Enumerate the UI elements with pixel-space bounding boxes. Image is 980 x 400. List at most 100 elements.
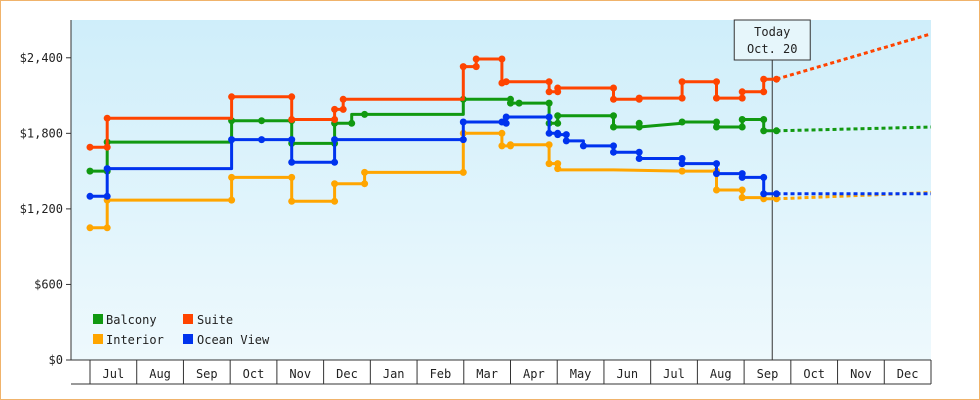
- month-label: Sep: [757, 367, 779, 381]
- data-point-balcony: [610, 112, 617, 120]
- data-point-suite: [339, 105, 347, 113]
- data-point-balcony: [507, 99, 514, 107]
- y-tick-label: $2,400: [20, 51, 63, 65]
- month-label: Mar: [476, 367, 498, 381]
- data-point-suite: [472, 55, 480, 63]
- legend-swatch-suite: [183, 314, 193, 324]
- data-point-ocean-view: [228, 136, 236, 144]
- data-point-suite: [738, 94, 746, 102]
- data-point-ocean-view: [713, 170, 720, 178]
- month-label: Oct: [803, 367, 825, 381]
- data-point-suite: [713, 94, 720, 102]
- data-point-balcony: [610, 123, 617, 131]
- data-point-ocean-view: [331, 136, 339, 144]
- data-point-balcony: [515, 99, 523, 107]
- data-point-ocean-view: [459, 136, 467, 144]
- forecast-line-suite: [776, 32, 932, 81]
- data-point-interior: [507, 141, 514, 149]
- data-point-interior: [331, 197, 339, 205]
- data-point-suite: [86, 143, 94, 151]
- data-point-balcony: [773, 127, 780, 135]
- data-point-interior: [738, 194, 746, 202]
- data-point-suite: [288, 116, 296, 123]
- data-point-suite: [760, 88, 768, 96]
- data-point-interior: [103, 224, 111, 232]
- data-point-interior: [554, 165, 562, 173]
- data-point-ocean-view: [545, 129, 553, 137]
- data-point-interior: [361, 168, 369, 176]
- data-point-ocean-view: [545, 113, 553, 121]
- data-point-ocean-view: [258, 136, 266, 144]
- data-point-ocean-view: [103, 165, 111, 173]
- data-point-interior: [288, 173, 296, 181]
- y-axis: $0 $600 $1,200 $1,800 $2,400: [20, 20, 72, 367]
- data-point-interior: [773, 195, 780, 203]
- data-point-balcony: [678, 118, 686, 126]
- data-point-interior: [288, 197, 296, 205]
- data-point-balcony: [738, 123, 746, 131]
- data-point-suite: [331, 116, 339, 123]
- data-point-interior: [678, 167, 686, 175]
- data-point-ocean-view: [738, 173, 746, 181]
- data-point-ocean-view: [760, 190, 768, 198]
- month-label: Jul: [663, 367, 685, 381]
- data-point-balcony: [760, 116, 768, 123]
- data-point-interior: [86, 224, 94, 232]
- legend-label-suite: Suite: [197, 313, 233, 327]
- month-label: Jun: [616, 367, 638, 381]
- data-point-suite: [472, 63, 480, 71]
- data-point-interior: [498, 142, 506, 150]
- month-label: Aug: [710, 367, 732, 381]
- data-point-balcony: [635, 119, 643, 127]
- month-label: Feb: [430, 367, 452, 381]
- data-point-suite: [545, 88, 553, 96]
- data-point-interior: [459, 168, 467, 176]
- today-date: Oct. 20: [747, 42, 798, 56]
- data-point-interior: [498, 129, 506, 137]
- data-point-interior: [713, 186, 720, 194]
- legend-label-interior: Interior: [106, 333, 164, 347]
- data-point-suite: [498, 55, 506, 63]
- data-point-balcony: [713, 118, 720, 126]
- month-label: Aug: [149, 367, 171, 381]
- data-point-suite: [554, 84, 562, 92]
- legend-swatch-balcony: [93, 314, 103, 324]
- legend: Balcony Suite Interior Ocean View: [93, 313, 270, 347]
- data-point-suite: [339, 95, 347, 103]
- data-point-ocean-view: [579, 142, 587, 150]
- data-point-interior: [228, 196, 236, 204]
- data-point-suite: [502, 78, 510, 86]
- forecast-line-balcony: [776, 125, 932, 133]
- x-axis: Jul Aug Sep Oct Nov Dec Jan Feb Mar Apr May Jun Jul A…: [71, 359, 932, 385]
- data-point-balcony: [361, 110, 369, 118]
- data-point-interior: [554, 160, 562, 168]
- today-callout-box: [733, 19, 811, 61]
- data-point-ocean-view: [502, 119, 510, 127]
- data-point-balcony: [738, 116, 746, 123]
- data-point-ocean-view: [610, 148, 617, 156]
- legend-swatch-interior: [93, 334, 103, 344]
- y-tick-label: $600: [34, 277, 63, 291]
- data-point-ocean-view: [773, 190, 780, 198]
- legend-label-balcony: Balcony: [106, 313, 157, 327]
- data-point-ocean-view: [502, 113, 510, 121]
- today-label: Today: [754, 25, 790, 39]
- data-point-suite: [459, 63, 467, 71]
- month-label: Nov: [289, 367, 311, 381]
- legend-swatch-ocean-view: [183, 334, 193, 344]
- data-point-suite: [103, 114, 111, 122]
- data-point-ocean-view: [103, 192, 111, 200]
- data-point-balcony: [554, 112, 562, 120]
- month-label: Apr: [523, 367, 545, 381]
- data-point-ocean-view: [86, 192, 94, 200]
- data-point-ocean-view: [760, 173, 768, 181]
- data-point-suite: [713, 78, 720, 86]
- month-label: Dec: [336, 367, 358, 381]
- data-point-balcony: [348, 119, 356, 127]
- data-point-interior: [738, 186, 746, 194]
- data-point-balcony: [86, 167, 94, 175]
- data-point-balcony: [713, 123, 720, 131]
- data-point-suite: [678, 94, 686, 102]
- data-point-suite: [545, 78, 553, 86]
